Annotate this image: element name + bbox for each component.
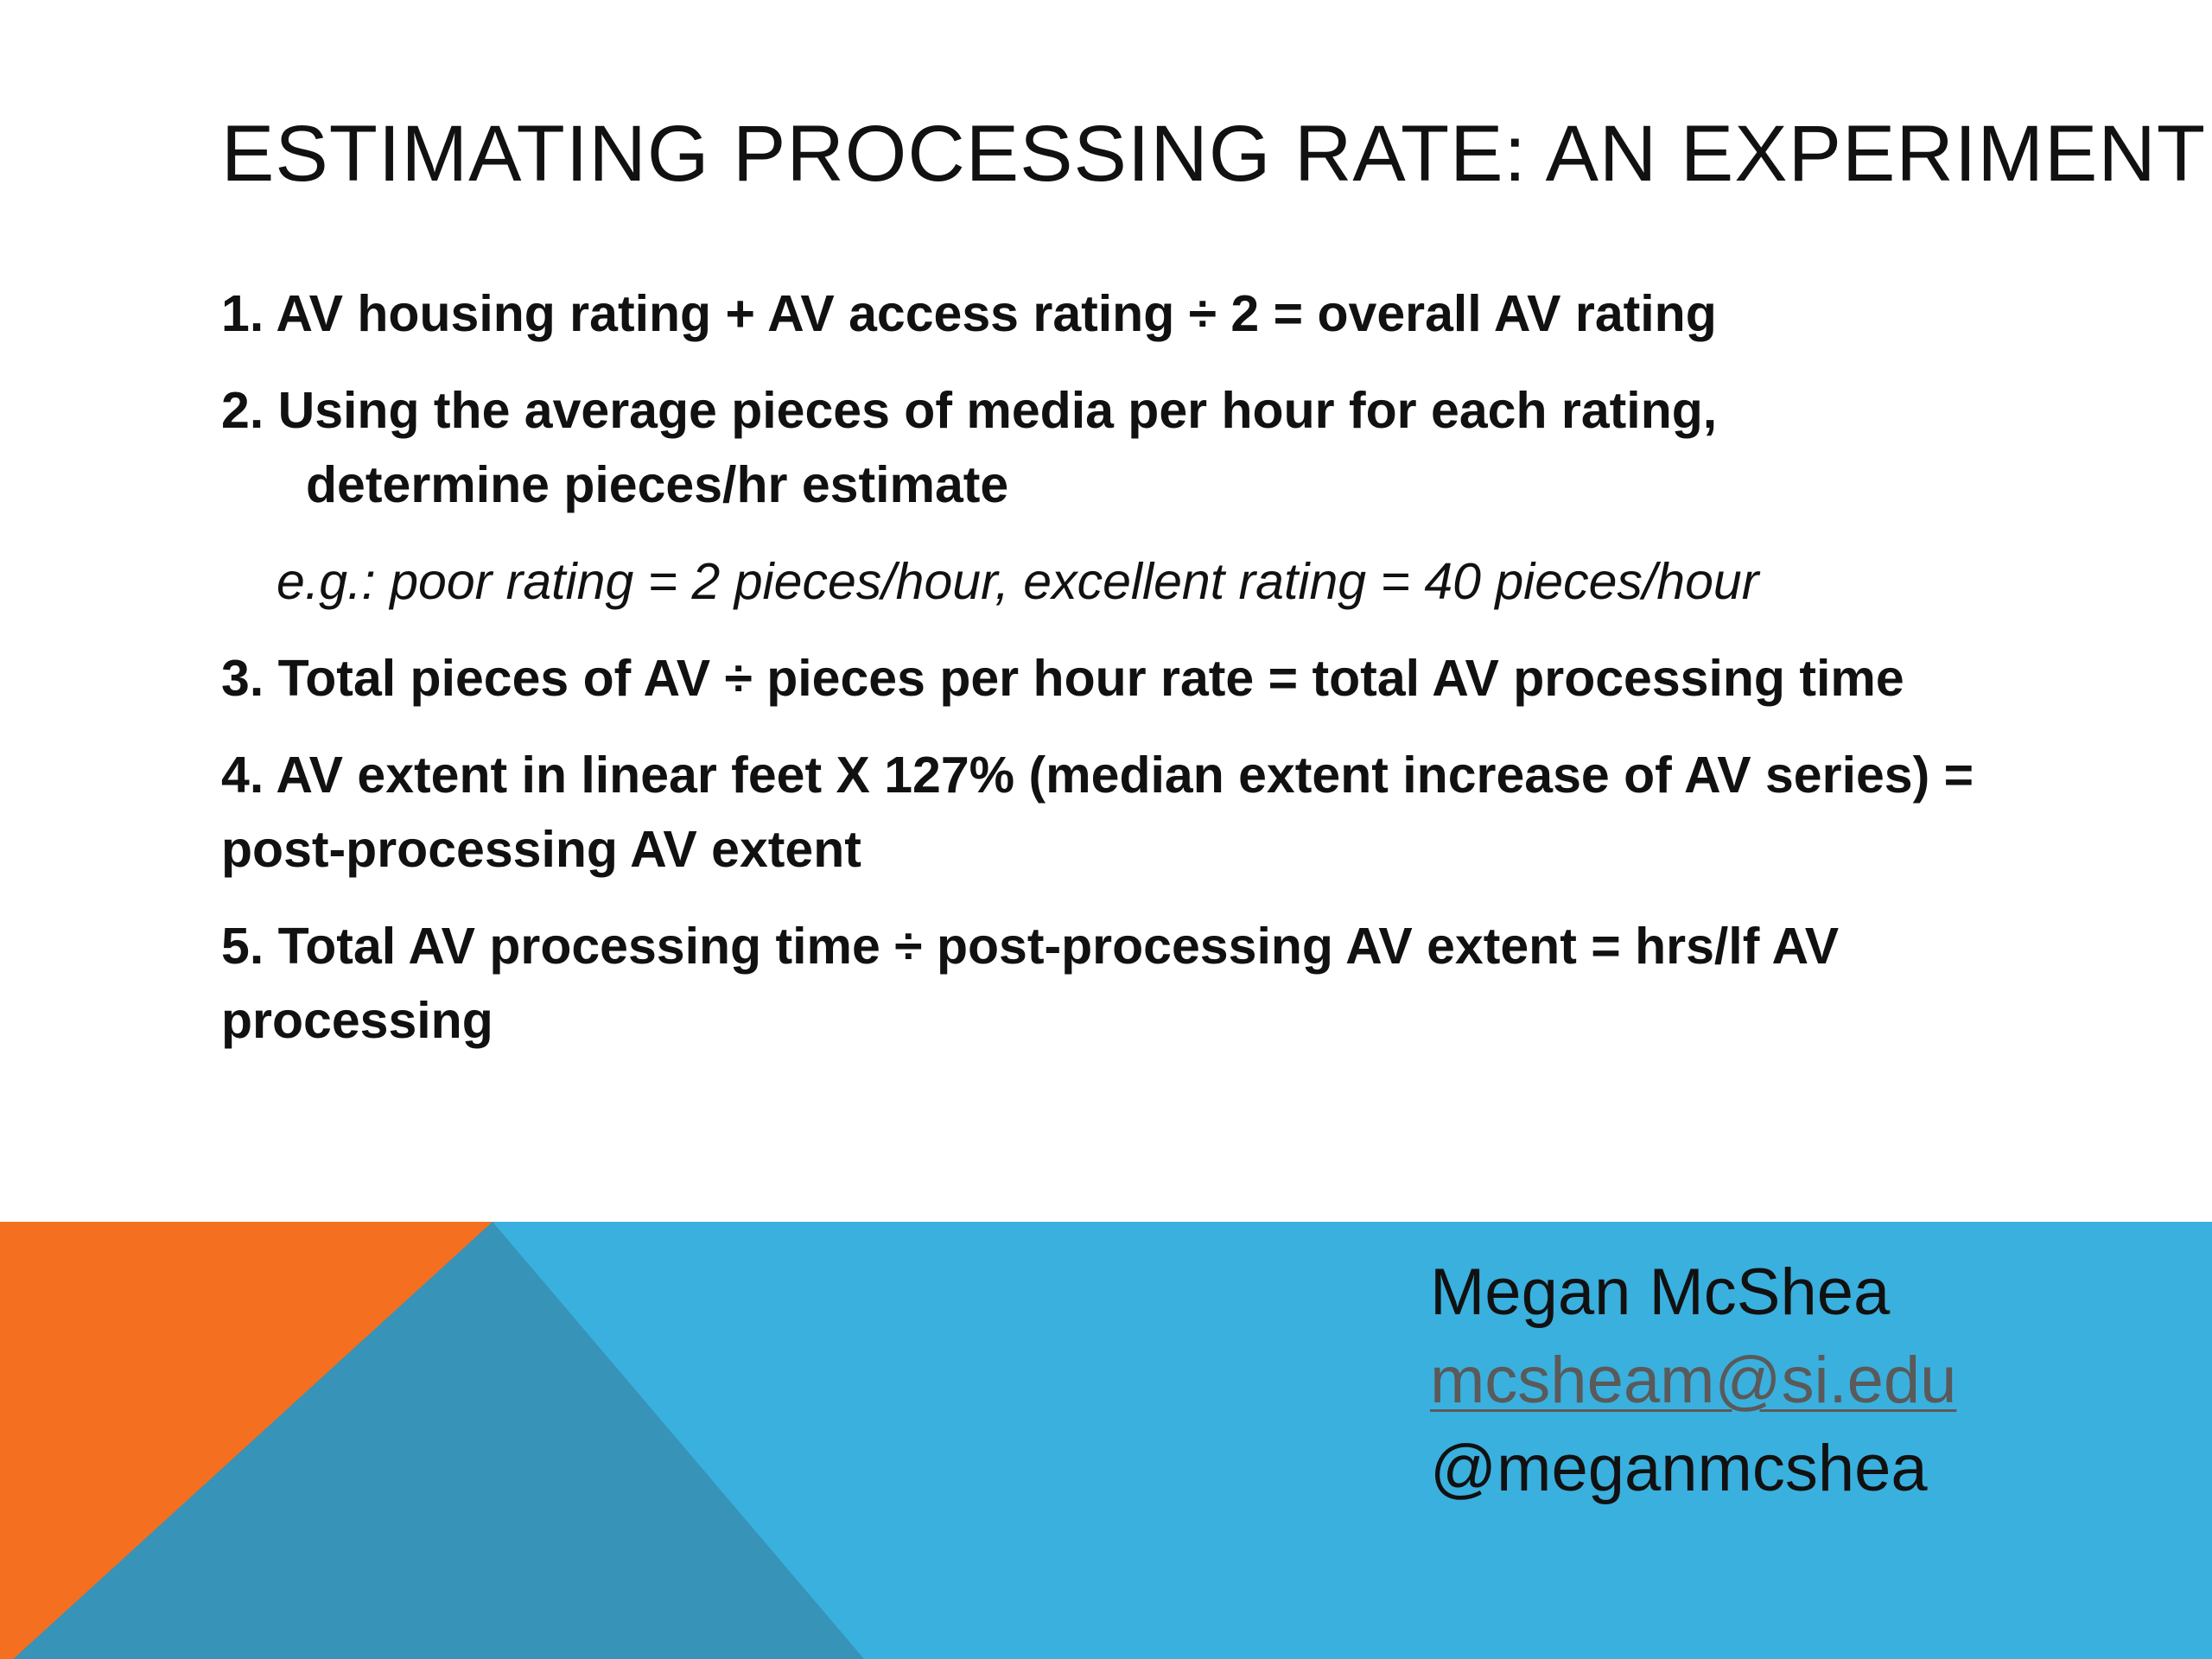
- step-5: 5. Total AV processing time ÷ post-proce…: [221, 909, 2036, 1058]
- footer-orange-triangle: [0, 1222, 493, 1659]
- step-5-text: 5. Total AV processing time ÷ post-proce…: [221, 918, 1840, 1049]
- steps-list: 1. AV housing rating + AV access rating …: [221, 276, 2036, 1080]
- author-name: Megan McShea: [1430, 1255, 1891, 1329]
- step-2-continuation: determine pieces/hr estimate: [306, 456, 1009, 513]
- step-1: 1. AV housing rating + AV access rating …: [221, 276, 2036, 351]
- step-4: 4. AV extent in linear feet X 127% (medi…: [221, 738, 2036, 887]
- author-handle: @meganmcshea: [1430, 1432, 1928, 1505]
- slide-title: ESTIMATING PROCESSING RATE: AN EXPERIMEN…: [221, 110, 2207, 198]
- step-3-text: 3. Total pieces of AV ÷ pieces per hour …: [221, 650, 1904, 707]
- footer-dark-triangle: [0, 1222, 864, 1659]
- step-3: 3. Total pieces of AV ÷ pieces per hour …: [221, 641, 2036, 715]
- author-email-link[interactable]: mcsheam@si.edu: [1430, 1344, 1957, 1417]
- step-1-text: 1. AV housing rating + AV access rating …: [221, 285, 1717, 342]
- step-4-text: 4. AV extent in linear feet X 127% (medi…: [221, 747, 1974, 878]
- footer-shapes: [0, 1222, 2212, 1659]
- footer-band: [0, 1222, 2212, 1659]
- step-2-text: 2. Using the average pieces of media per…: [221, 382, 1718, 439]
- step-2: 2. Using the average pieces of media per…: [221, 373, 2036, 522]
- example-text: e.g.: poor rating = 2 pieces/hour, excel…: [276, 553, 1759, 610]
- contact-block: Megan McShea mcsheam@si.edu @meganmcshea: [1430, 1249, 1956, 1513]
